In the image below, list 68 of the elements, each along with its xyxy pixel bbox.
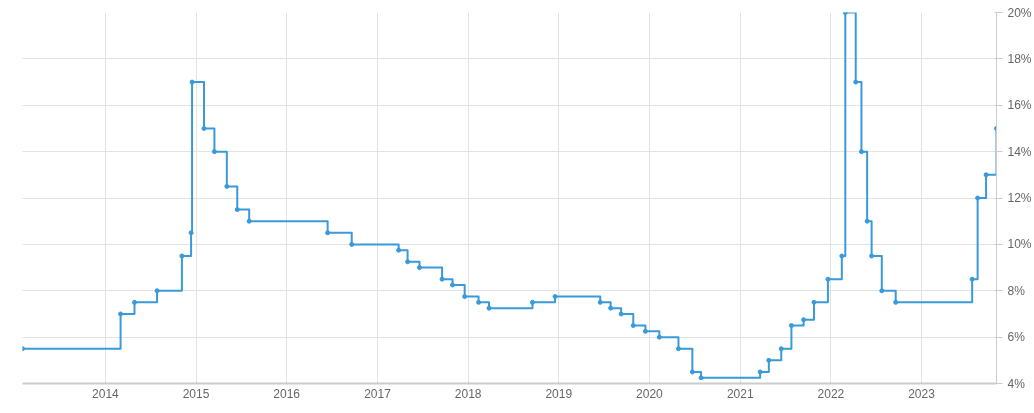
point (630, 323, 636, 329)
point (246, 218, 252, 224)
point (853, 79, 859, 85)
point (825, 276, 831, 282)
point (476, 299, 482, 305)
point (839, 253, 845, 259)
point (417, 265, 422, 271)
point (969, 276, 975, 282)
point (396, 247, 402, 253)
point (154, 288, 160, 294)
x-tick-label: 2017 (364, 386, 392, 401)
point (642, 328, 648, 334)
x-tick-label: 2020 (636, 386, 664, 401)
point (801, 317, 807, 323)
y-tick-label: 12% (1007, 191, 1032, 205)
point (131, 299, 137, 305)
x-tick-label: 2023 (908, 386, 936, 401)
point (869, 253, 875, 259)
point (179, 253, 185, 259)
point (608, 305, 614, 311)
point (201, 125, 207, 131)
point (689, 369, 695, 375)
point (893, 299, 899, 305)
point (450, 282, 456, 288)
point (983, 172, 989, 178)
point (529, 299, 535, 305)
point (766, 357, 772, 363)
point (486, 305, 492, 311)
point (778, 346, 784, 352)
y-tick-label: 6% (1007, 330, 1026, 345)
point (788, 323, 794, 329)
point (405, 259, 411, 265)
point (325, 230, 331, 236)
point (757, 369, 763, 375)
x-tick-label: 2014 (92, 386, 120, 401)
point (675, 346, 681, 352)
x-tick-label: 2021 (726, 386, 754, 401)
point (349, 241, 355, 247)
y-tick-label: 8% (1007, 283, 1026, 298)
point (879, 288, 885, 294)
point (975, 195, 981, 201)
point (618, 311, 624, 317)
point (656, 334, 662, 340)
point (811, 299, 817, 305)
x-tick-label: 2019 (545, 386, 573, 401)
point (858, 149, 864, 155)
point (698, 375, 704, 381)
point (234, 207, 240, 213)
x-tick-label: 2016 (273, 386, 301, 401)
point (864, 218, 870, 224)
x-tick-label: 2022 (817, 386, 845, 401)
y-tick-label: 20% (1007, 5, 1032, 20)
point (189, 79, 195, 85)
point (462, 294, 468, 300)
y-tick-label: 18% (1007, 51, 1032, 66)
y-tick-label: 16% (1007, 98, 1032, 113)
point (439, 276, 445, 282)
point (188, 230, 194, 236)
y-tick-label: 10% (1007, 237, 1032, 252)
x-tick-label: 2015 (182, 386, 210, 401)
point (597, 299, 603, 305)
point (224, 183, 230, 189)
point (552, 294, 558, 300)
y-tick-label: 4% (1007, 376, 1026, 391)
point (211, 149, 217, 155)
x-tick-label: 2018 (454, 386, 482, 401)
point (118, 311, 124, 317)
y-tick-label: 14% (1007, 144, 1032, 159)
